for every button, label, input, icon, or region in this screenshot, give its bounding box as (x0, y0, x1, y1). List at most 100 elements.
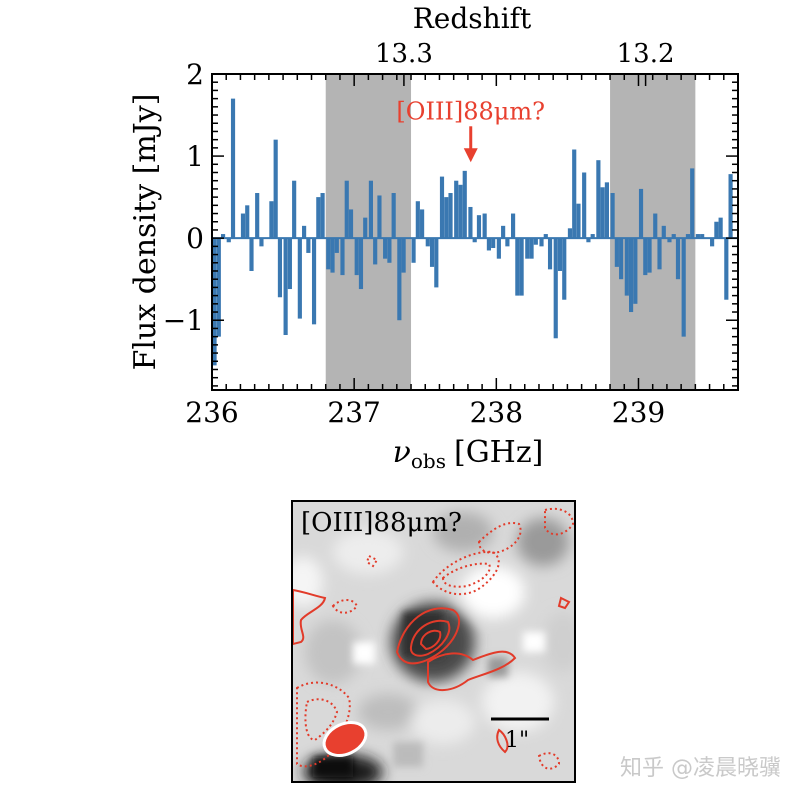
bar (728, 174, 733, 239)
bar (501, 225, 506, 239)
bar (269, 201, 274, 239)
bar (387, 238, 392, 263)
bar (292, 180, 297, 239)
bar (306, 238, 311, 253)
bar (695, 234, 700, 239)
bar (476, 215, 482, 239)
bar (525, 238, 530, 259)
x-tick-label: 237 (327, 396, 380, 429)
bar (255, 193, 260, 239)
bar (505, 238, 510, 247)
bar (348, 209, 354, 239)
bar (472, 238, 477, 243)
bar (311, 238, 317, 325)
bar (553, 238, 558, 339)
bar (610, 193, 615, 239)
bar (582, 172, 587, 239)
bar (373, 238, 378, 265)
x-axis-label: νobs [GHz] (393, 435, 544, 473)
bar (377, 195, 382, 239)
bar (226, 238, 231, 243)
bar (619, 238, 624, 280)
bar (383, 238, 388, 259)
bar (415, 201, 420, 239)
shaded-regions (325, 74, 696, 390)
bar (643, 238, 648, 276)
bar (557, 238, 563, 271)
bar (624, 238, 629, 296)
bar (212, 238, 217, 366)
bar (519, 238, 524, 296)
bar (690, 168, 695, 239)
annotation-label: [OIII]88μm? (396, 97, 545, 125)
bar (391, 193, 396, 239)
bar (486, 238, 491, 251)
bar (425, 238, 430, 247)
flux-bars (212, 98, 737, 366)
bar (685, 234, 691, 239)
y-tick-label: 1 (186, 140, 204, 173)
bar (462, 170, 467, 239)
bar (344, 180, 349, 239)
bar (604, 182, 609, 239)
map-label: [OIII]88μm? (301, 508, 462, 538)
bar (240, 213, 246, 239)
bar (675, 238, 681, 280)
bar (330, 238, 335, 273)
bar (647, 238, 652, 273)
bar (515, 238, 520, 296)
bar (700, 234, 705, 239)
bar (681, 238, 686, 337)
top-tick-label: 13.2 (617, 39, 675, 69)
top-tick-label: 13.3 (375, 39, 433, 69)
bar (661, 225, 666, 239)
bar (273, 139, 278, 239)
bar (326, 238, 331, 270)
beam-ellipse (322, 721, 368, 757)
greyscale-background (293, 502, 574, 781)
axis-ticks (211, 73, 739, 390)
bar (249, 238, 254, 271)
annotation-arrow-head (463, 148, 478, 163)
bar (358, 238, 364, 290)
bar (628, 238, 634, 313)
negative-contours (296, 507, 574, 770)
bar (562, 238, 567, 300)
bar (420, 209, 425, 239)
oiii-map (293, 502, 574, 781)
bar (297, 238, 302, 319)
oiii-image-panel: [OIII]88μm? 1" (291, 500, 576, 783)
bar (439, 176, 445, 239)
bar (454, 180, 459, 239)
bar (547, 238, 553, 270)
bar (657, 238, 662, 270)
bar (340, 238, 345, 276)
bar (302, 225, 307, 239)
bar (667, 238, 672, 243)
bar (316, 197, 321, 239)
y-tick-label: 2 (186, 58, 204, 91)
x-tick-label: 236 (185, 396, 238, 429)
bar (671, 234, 676, 239)
bar (572, 149, 577, 239)
bar (482, 213, 487, 239)
plot-frame (211, 73, 739, 391)
bar (397, 238, 402, 321)
top-axis-label: Redshift (413, 2, 532, 35)
bar (496, 238, 501, 259)
shaded-band (325, 74, 412, 390)
annotation: [OIII]88μm? (396, 97, 545, 163)
bar (401, 238, 406, 273)
watermark: 知乎 @凌晨晓骥 (620, 756, 781, 781)
bar (368, 180, 374, 239)
y-tick-label: 0 (186, 222, 204, 255)
x-axis-subscript: obs (411, 449, 446, 473)
bar (529, 238, 534, 259)
bar (245, 205, 250, 239)
bar (283, 238, 288, 336)
positive-contours (293, 588, 571, 754)
tick-labels: 236 237 238 239 2 1 0 −1 13.3 13.2 (163, 39, 675, 429)
bar (434, 238, 439, 288)
bar (216, 238, 221, 337)
spectrum-chart: 236 237 238 239 2 1 0 −1 13.3 13.2 νobs [GHz] Flux… (128, 2, 739, 473)
